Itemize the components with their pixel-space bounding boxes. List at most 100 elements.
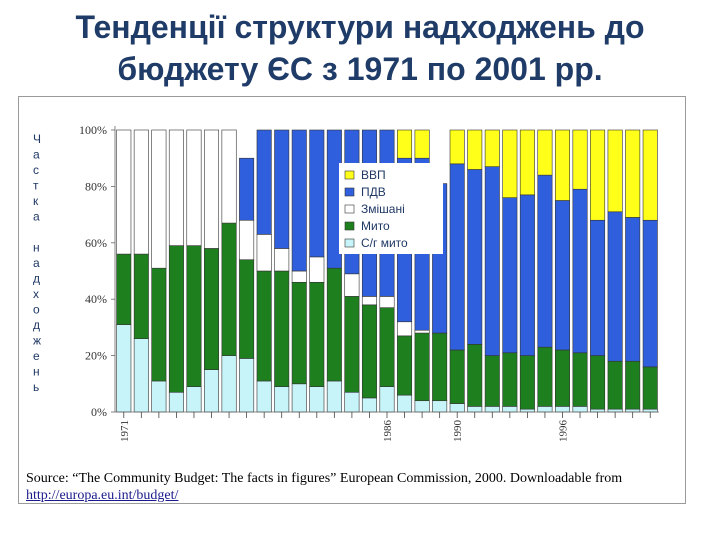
bar-agri-1978 bbox=[239, 358, 255, 413]
bar-mixed-1988 bbox=[414, 329, 430, 334]
bar-duties-1989 bbox=[432, 332, 448, 402]
bar-agri-1980 bbox=[274, 386, 290, 413]
bar-mixed-1985 bbox=[361, 296, 377, 306]
bar-agri-1975 bbox=[186, 386, 202, 413]
y-tick-label: 100% bbox=[79, 123, 107, 137]
bar-gnp-1993 bbox=[502, 129, 518, 198]
bar-gnp-1997 bbox=[572, 129, 588, 190]
bar-vat-1993 bbox=[502, 197, 518, 354]
bar-gnp-1991 bbox=[467, 129, 483, 170]
bar-duties-1971 bbox=[116, 253, 132, 325]
bar-agri-1979 bbox=[256, 380, 272, 413]
bar-duties-2001 bbox=[642, 366, 658, 410]
bar-agri-1991 bbox=[467, 406, 483, 413]
bar-duties-1994 bbox=[519, 355, 535, 410]
bar-gnp-1996 bbox=[554, 129, 570, 201]
bar-agri-1977 bbox=[221, 355, 237, 413]
bar-duties-1974 bbox=[168, 245, 184, 393]
bar-duties-1979 bbox=[256, 270, 272, 382]
legend-box bbox=[339, 163, 443, 254]
y-tick-label: 80% bbox=[85, 179, 107, 193]
bar-gnp-1995 bbox=[537, 129, 553, 176]
bar-gnp-1998 bbox=[590, 129, 606, 221]
bar-agri-1973 bbox=[151, 380, 167, 413]
bar-duties-1975 bbox=[186, 245, 202, 387]
bar-vat-1981 bbox=[291, 129, 307, 272]
bar-agri-1986 bbox=[379, 386, 395, 413]
legend-label-gnp: ВВП bbox=[361, 168, 386, 182]
bar-agri-1988 bbox=[414, 400, 430, 413]
legend-swatch-vat bbox=[344, 187, 355, 197]
bar-mixed-1986 bbox=[379, 296, 395, 308]
bar-agri-1998 bbox=[590, 408, 606, 413]
x-tick-label: 1986 bbox=[382, 420, 394, 443]
bar-vat-2001 bbox=[642, 219, 658, 368]
bar-duties-1986 bbox=[379, 307, 395, 387]
bar-agri-1984 bbox=[344, 391, 360, 413]
bar-gnp-1992 bbox=[484, 129, 500, 167]
bar-gnp-1994 bbox=[519, 129, 535, 196]
bar-duties-1972 bbox=[133, 253, 149, 339]
bar-duties-1981 bbox=[291, 281, 307, 385]
page-title: Тенденції структури надходжень до бюджет… bbox=[75, 9, 645, 87]
x-tick-label: 1990 bbox=[452, 420, 464, 443]
bar-agri-1995 bbox=[537, 406, 553, 413]
bar-gnp-2000 bbox=[625, 129, 641, 218]
bar-duties-1998 bbox=[590, 355, 606, 410]
bar-agri-1993 bbox=[502, 406, 518, 413]
bar-mixed-1979 bbox=[256, 234, 272, 272]
bar-vat-1996 bbox=[554, 200, 570, 351]
bar-duties-1993 bbox=[502, 352, 518, 407]
bar-mixed-1978 bbox=[239, 219, 255, 261]
bar-mixed-1981 bbox=[291, 270, 307, 283]
bar-duties-1985 bbox=[361, 304, 377, 399]
bar-agri-1974 bbox=[168, 391, 184, 413]
bar-duties-1980 bbox=[274, 270, 290, 387]
bar-mixed-1987 bbox=[397, 321, 413, 337]
bar-gnp-2001 bbox=[642, 129, 658, 221]
legend-label-mixed: Змішані bbox=[361, 202, 405, 216]
bar-duties-1997 bbox=[572, 352, 588, 407]
bar-gnp-1999 bbox=[607, 129, 623, 213]
bar-duties-1987 bbox=[397, 335, 413, 396]
legend-swatch-duties bbox=[344, 221, 355, 231]
bar-agri-1987 bbox=[397, 394, 413, 413]
bar-agri-1996 bbox=[554, 406, 570, 413]
bar-agri-1989 bbox=[432, 400, 448, 413]
legend-label-agri: С/г мито bbox=[361, 236, 408, 250]
bar-duties-1992 bbox=[484, 355, 500, 407]
bar-vat-1990 bbox=[449, 163, 465, 351]
source-link[interactable]: http://europa.eu.int/budget/ bbox=[26, 488, 179, 503]
bar-vat-1980 bbox=[274, 129, 290, 249]
bar-duties-1984 bbox=[344, 296, 360, 393]
bar-agri-1999 bbox=[607, 408, 623, 413]
bar-mixed-1976 bbox=[204, 129, 220, 249]
bar-vat-1998 bbox=[590, 219, 606, 356]
bar-duties-1982 bbox=[309, 281, 325, 387]
bar-agri-1994 bbox=[519, 408, 535, 413]
bar-mixed-1980 bbox=[274, 248, 290, 272]
bar-agri-1976 bbox=[204, 369, 220, 413]
bar-vat-1979 bbox=[256, 129, 272, 235]
bar-agri-2000 bbox=[625, 408, 641, 413]
y-tick-label: 60% bbox=[85, 236, 107, 250]
bar-duties-2000 bbox=[625, 360, 641, 410]
bar-mixed-1971 bbox=[116, 129, 132, 255]
bar-duties-1996 bbox=[554, 349, 570, 407]
bar-duties-1976 bbox=[204, 248, 220, 371]
bar-mixed-1973 bbox=[151, 129, 167, 269]
bar-duties-1983 bbox=[326, 267, 342, 382]
y-tick-label: 20% bbox=[85, 349, 107, 363]
bar-agri-1983 bbox=[326, 380, 342, 413]
bar-agri-1971 bbox=[116, 324, 132, 413]
bar-gnp-1990 bbox=[449, 129, 465, 165]
bar-agri-1990 bbox=[449, 403, 465, 413]
bar-duties-1988 bbox=[414, 332, 430, 402]
bar-vat-1991 bbox=[467, 169, 483, 345]
bar-agri-2001 bbox=[642, 408, 658, 413]
legend-label-vat: ПДВ bbox=[361, 185, 386, 199]
bar-mixed-1984 bbox=[344, 273, 360, 297]
bar-agri-1997 bbox=[572, 406, 588, 413]
